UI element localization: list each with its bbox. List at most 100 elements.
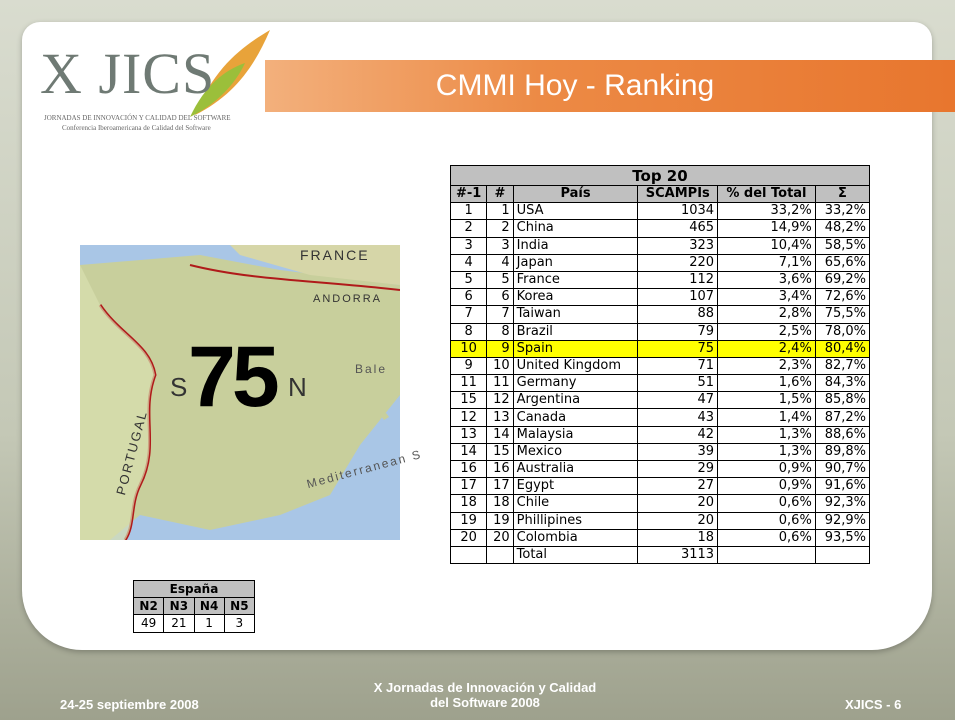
total-cell: 3113 bbox=[638, 546, 718, 563]
table-cell: Canada bbox=[513, 409, 638, 426]
table-cell: 112 bbox=[638, 271, 718, 288]
total-cell: Total bbox=[513, 546, 638, 563]
table-cell: France bbox=[513, 271, 638, 288]
table-cell: 16 bbox=[451, 461, 487, 478]
table-cell: 14 bbox=[487, 426, 513, 443]
table-cell: 9 bbox=[451, 357, 487, 374]
table-cell: 17 bbox=[487, 478, 513, 495]
table-cell: 80,4% bbox=[815, 340, 869, 357]
spain-table: EspañaN2N3N4N5492113 bbox=[133, 580, 255, 633]
table-cell: 10 bbox=[487, 357, 513, 374]
column-header: # bbox=[487, 186, 513, 203]
table-row: 1314Malaysia421,3%88,6% bbox=[451, 426, 870, 443]
table-cell: 2,8% bbox=[718, 306, 816, 323]
table-cell: 465 bbox=[638, 220, 718, 237]
table-cell: Egypt bbox=[513, 478, 638, 495]
table-cell: 323 bbox=[638, 237, 718, 254]
logo-line: Conferencia Iberoamericana de Calidad de… bbox=[62, 124, 211, 132]
spain-value: 49 bbox=[134, 615, 164, 632]
table-cell: 71 bbox=[638, 357, 718, 374]
table-cell: 20 bbox=[638, 512, 718, 529]
table-cell: 1 bbox=[487, 203, 513, 220]
table-cell: 4 bbox=[451, 254, 487, 271]
table-cell: 69,2% bbox=[815, 271, 869, 288]
table-cell: 79 bbox=[638, 323, 718, 340]
table-cell: Phillipines bbox=[513, 512, 638, 529]
table-cell: 2,3% bbox=[718, 357, 816, 374]
footer-line: X Jornadas de Innovación y Calidad bbox=[374, 680, 597, 695]
table-cell: 75 bbox=[638, 340, 718, 357]
spain-header: N4 bbox=[194, 598, 224, 615]
spain-value: 21 bbox=[164, 615, 194, 632]
logo-text: X JICS bbox=[40, 40, 215, 107]
table-cell: 3,6% bbox=[718, 271, 816, 288]
table-cell: 1034 bbox=[638, 203, 718, 220]
table-cell: 47 bbox=[638, 392, 718, 409]
table-cell: Korea bbox=[513, 289, 638, 306]
table-cell: 15 bbox=[487, 443, 513, 460]
table-cell: Brazil bbox=[513, 323, 638, 340]
map-label: S bbox=[170, 372, 189, 403]
table-cell: United Kingdom bbox=[513, 357, 638, 374]
table-cell: 10,4% bbox=[718, 237, 816, 254]
table-cell: 43 bbox=[638, 409, 718, 426]
table-cell: 2 bbox=[451, 220, 487, 237]
column-header: % del Total bbox=[718, 186, 816, 203]
spain-header: N3 bbox=[164, 598, 194, 615]
table-cell: 107 bbox=[638, 289, 718, 306]
table-cell bbox=[718, 546, 816, 563]
table-cell: 16 bbox=[487, 461, 513, 478]
spain-header-row: N2N3N4N5 bbox=[134, 598, 255, 615]
map-label: ANDORRA bbox=[313, 293, 382, 305]
spain-value: 1 bbox=[194, 615, 224, 632]
table-cell: 0,9% bbox=[718, 461, 816, 478]
table-cell: 0,6% bbox=[718, 529, 816, 546]
table-cell: 2 bbox=[487, 220, 513, 237]
map-label: Bale bbox=[355, 362, 387, 376]
table-cell: 6 bbox=[487, 289, 513, 306]
table-row: 44Japan2207,1%65,6% bbox=[451, 254, 870, 271]
table-cell: 220 bbox=[638, 254, 718, 271]
table-cell: 91,6% bbox=[815, 478, 869, 495]
table-cell: 8 bbox=[451, 323, 487, 340]
table-cell: 1,3% bbox=[718, 426, 816, 443]
table-cell: 19 bbox=[451, 512, 487, 529]
table-cell: 19 bbox=[487, 512, 513, 529]
table-cell: 27 bbox=[638, 478, 718, 495]
table-cell bbox=[487, 546, 513, 563]
table-cell: 0,9% bbox=[718, 478, 816, 495]
footer-date: 24-25 septiembre 2008 bbox=[60, 697, 199, 712]
table-cell: 1,6% bbox=[718, 375, 816, 392]
table-cell: 1,4% bbox=[718, 409, 816, 426]
table-cell: China bbox=[513, 220, 638, 237]
table-cell: Mexico bbox=[513, 443, 638, 460]
table-cell: 7 bbox=[487, 306, 513, 323]
spain-title: España bbox=[134, 581, 255, 598]
table-row: 109Spain752,4%80,4% bbox=[451, 340, 870, 357]
table-cell: 75,5% bbox=[815, 306, 869, 323]
table-cell: 0,6% bbox=[718, 512, 816, 529]
table-cell: 14 bbox=[451, 443, 487, 460]
table-cell: 3 bbox=[487, 237, 513, 254]
table-title-row: Top 20 bbox=[451, 166, 870, 186]
table-cell: 11 bbox=[451, 375, 487, 392]
table-cell: 78,0% bbox=[815, 323, 869, 340]
table-cell: 18 bbox=[451, 495, 487, 512]
table-cell: 33,2% bbox=[718, 203, 816, 220]
spain-header: N5 bbox=[224, 598, 254, 615]
table-cell: 51 bbox=[638, 375, 718, 392]
table-cell: India bbox=[513, 237, 638, 254]
table-cell: 12 bbox=[487, 392, 513, 409]
table-cell: 85,8% bbox=[815, 392, 869, 409]
table-row: 1512Argentina471,5%85,8% bbox=[451, 392, 870, 409]
header-row: #-1#PaísSCAMPIs% del TotalΣ bbox=[451, 186, 870, 203]
